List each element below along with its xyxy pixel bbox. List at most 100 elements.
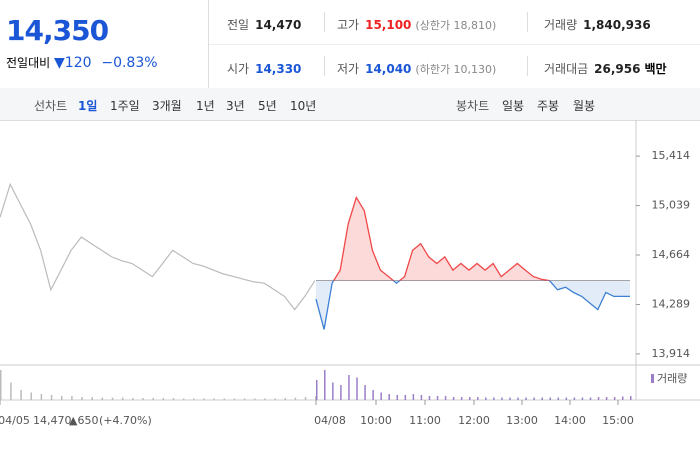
volume-bar	[517, 397, 519, 400]
tab[interactable]: 일봉	[502, 99, 525, 113]
divider	[527, 56, 528, 76]
y-tick-label: 15,039	[652, 199, 691, 212]
volume-bar	[162, 398, 165, 400]
volume-bar	[404, 395, 407, 400]
volume-bar	[380, 392, 382, 400]
prev-close: 14,470	[33, 414, 72, 427]
volume-bar	[485, 397, 487, 400]
volume-bar	[468, 397, 471, 400]
volume-bar	[223, 398, 226, 400]
volume-bar	[436, 396, 439, 400]
volume-bar	[20, 390, 22, 400]
tab[interactable]: 1주일	[110, 99, 140, 113]
volume-bar	[284, 398, 287, 400]
y-tick-label: 15,414	[652, 149, 691, 162]
tab[interactable]: 1년	[196, 99, 215, 113]
stat-value: 15,100	[365, 18, 412, 32]
volume-bar	[549, 397, 551, 400]
tab[interactable]: 3개월	[152, 99, 182, 113]
x-tick-label: 13:00	[506, 414, 538, 427]
volume-bar	[533, 397, 535, 400]
volume-bar	[213, 398, 215, 400]
stat: 전일 14,470	[227, 16, 301, 33]
volume-bar	[581, 397, 584, 400]
volume-bar	[348, 375, 350, 400]
y-tick-label: 14,289	[652, 297, 691, 310]
stat: 거래대금 26,956 백만	[544, 60, 667, 77]
volume-bar	[541, 397, 543, 400]
volume-bar	[233, 398, 236, 400]
stat-unit: 백만	[644, 62, 667, 76]
legend-swatch	[651, 374, 654, 383]
volume-bar	[597, 397, 600, 400]
volume-bar	[294, 397, 297, 400]
volume-bar	[613, 397, 616, 400]
x-tick-label: 11:00	[409, 414, 441, 427]
volume-bar	[340, 385, 342, 400]
volume-bar	[452, 397, 455, 400]
volume-bar	[324, 370, 326, 400]
volume-bar	[605, 397, 608, 400]
legend-label: 거래량	[657, 372, 687, 385]
tab[interactable]: 월봉	[573, 99, 596, 113]
volume-bar	[182, 398, 185, 400]
volume-bar	[315, 396, 317, 400]
volume-bar	[589, 397, 592, 400]
stat-label: 저가	[337, 62, 360, 76]
volume-bar	[420, 395, 423, 400]
volume-bar	[10, 382, 12, 400]
volume-bar	[203, 398, 205, 400]
volume-bar	[477, 397, 479, 400]
price-line	[332, 195, 551, 281]
tab[interactable]: 5년	[258, 99, 277, 113]
volume-bar	[91, 397, 93, 400]
volume-bar	[50, 395, 53, 400]
volume-bar	[121, 397, 124, 400]
volume-bar	[493, 397, 495, 400]
volume-bar	[557, 397, 560, 400]
tab[interactable]: 주봉	[537, 99, 560, 113]
volume-bar	[152, 398, 154, 400]
change: 전일대비 ▼120 −0.83%	[6, 54, 158, 71]
stat: 시가 14,330	[227, 60, 301, 77]
change-pct: −0.83%	[101, 55, 158, 71]
volume-bar	[274, 398, 276, 400]
prev-pct: (+4.70%)	[99, 414, 152, 427]
x-tick-label: 14:00	[554, 414, 586, 427]
stat: 고가 15,100 (상한가 18,810)	[337, 16, 496, 33]
volume-bar	[30, 392, 32, 400]
volume-bar	[621, 396, 624, 400]
volume-bar	[412, 394, 415, 400]
volume-bar	[388, 394, 390, 400]
volume-bar	[501, 397, 503, 400]
volume-bar	[364, 385, 366, 400]
stat-value: 26,956	[594, 62, 641, 76]
volume-bar	[0, 370, 2, 400]
stats: 전일 14,470 고가 15,100 (상한가 18,810) 거래량 1,840,936…	[208, 0, 700, 88]
price-line	[0, 182, 316, 311]
volume-bar	[428, 396, 431, 400]
volume-bar	[509, 397, 511, 400]
volume-bar	[142, 398, 144, 400]
stat-label: 거래대금	[544, 62, 589, 76]
stat: 저가 14,040 (하한가 10,130)	[337, 60, 496, 77]
volume-bar	[356, 377, 358, 400]
volume-bar	[332, 382, 334, 400]
tab[interactable]: 3년	[226, 99, 245, 113]
stat: 거래량 1,840,936	[544, 16, 651, 33]
volume-bar	[111, 397, 114, 400]
header: 14,350 전일대비 ▼120 −0.83% 전일 14,470 고가 15,100…	[0, 0, 700, 89]
tab[interactable]: 10년	[290, 99, 317, 113]
change-num: 120	[64, 55, 92, 71]
stat-value: 14,330	[255, 62, 302, 76]
x-tick-label: 12:00	[458, 414, 490, 427]
price: 14,350	[6, 14, 109, 47]
prev-change: ▲650	[69, 414, 98, 427]
tab[interactable]: 1일	[78, 99, 98, 113]
divider	[324, 56, 325, 76]
stat-label: 거래량	[544, 18, 578, 32]
x-tick-label: 15:00	[602, 414, 634, 427]
volume-bar	[630, 396, 632, 400]
volume-bar	[304, 397, 307, 400]
